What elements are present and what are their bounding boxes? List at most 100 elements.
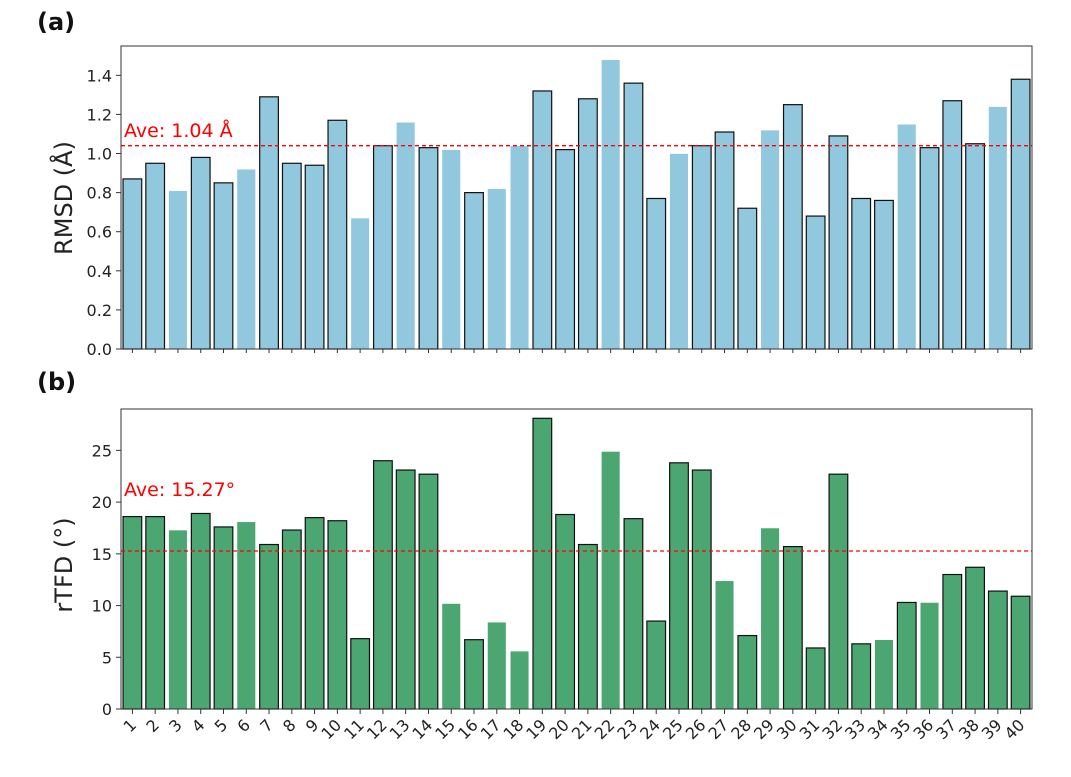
panel-a-plot-frame <box>120 45 1033 350</box>
y-tick-label: 25 <box>92 441 112 460</box>
y-tick-label: 0.2 <box>87 301 112 320</box>
bar-3 <box>168 190 188 350</box>
y-tick-label: 5 <box>102 648 112 667</box>
bar-19 <box>532 417 553 710</box>
bar-4 <box>190 512 211 710</box>
y-tick-label: 15 <box>92 545 112 564</box>
bar-30 <box>782 104 803 350</box>
bar-6 <box>236 168 256 350</box>
panel-a-average-label: Ave: 1.04 Å <box>124 119 233 142</box>
panel-b-label: (b) <box>37 368 76 396</box>
bar-22 <box>601 451 621 710</box>
bar-18 <box>509 145 530 350</box>
bar-24 <box>646 197 667 350</box>
bar-39 <box>988 106 1008 350</box>
bar-33 <box>851 197 872 350</box>
bar-12 <box>372 460 393 710</box>
panel-b-x-ticks: 1 2 3 4 5 6 7 8 91011121314151617181920212223242… <box>120 709 1029 743</box>
y-tick-label: 20 <box>92 493 112 512</box>
bar-14 <box>418 147 439 350</box>
bar-36 <box>919 602 940 710</box>
panel-b-bars <box>122 417 1031 710</box>
panel-b-y-ticks: 0 5 10 15 20 25 <box>92 441 121 719</box>
bar-34 <box>874 639 894 710</box>
bar-39 <box>987 590 1008 710</box>
panel-a-y-axis-title: RMSD (Å) <box>49 141 78 255</box>
panel-a-label: (a) <box>37 8 75 36</box>
bar-7 <box>259 543 279 710</box>
bar-24 <box>646 620 667 710</box>
bar-29 <box>760 129 780 350</box>
y-tick-label: 1.2 <box>87 105 112 124</box>
bar-1 <box>122 178 143 350</box>
x-tick-label: 5 <box>211 715 232 736</box>
bar-6 <box>236 521 256 710</box>
bar-22 <box>601 59 621 350</box>
bar-37 <box>942 573 963 710</box>
bar-33 <box>851 643 872 710</box>
bar-11 <box>350 638 371 710</box>
panel-a-bars <box>122 59 1031 353</box>
bar-26 <box>691 145 712 350</box>
bar-38 <box>965 143 986 350</box>
bar-28 <box>737 207 758 350</box>
bar-34 <box>874 199 894 350</box>
x-tick-label: 4 <box>188 715 209 736</box>
bar-19 <box>532 90 553 350</box>
bar-2 <box>145 162 166 350</box>
bar-20 <box>555 513 576 710</box>
y-tick-label: 0.6 <box>87 223 112 242</box>
bar-8 <box>281 162 302 350</box>
y-tick-label: 10 <box>92 597 112 616</box>
bar-11 <box>350 217 370 350</box>
x-tick-label: 40 <box>1001 715 1029 743</box>
x-tick-label: 1 <box>120 715 141 736</box>
bar-40 <box>1010 595 1031 710</box>
x-tick-label: 3 <box>165 715 186 736</box>
bar-1 <box>122 515 143 710</box>
bar-15 <box>441 149 461 350</box>
panel-a-y-ticks: 0.0 0.2 0.4 0.6 0.8 1.0 1.2 1.4 <box>87 66 121 359</box>
bar-30 <box>782 545 803 710</box>
bar-21 <box>577 98 598 350</box>
bar-32 <box>828 473 849 710</box>
bar-38 <box>965 566 986 710</box>
y-tick-label: 0.0 <box>87 340 112 359</box>
bar-29 <box>760 527 780 710</box>
bar-9 <box>304 164 325 350</box>
bar-35 <box>897 123 917 350</box>
bar-3 <box>168 529 188 710</box>
bar-8 <box>281 529 302 710</box>
bar-4 <box>190 156 211 350</box>
y-tick-label: 0.8 <box>87 184 112 203</box>
bar-27 <box>714 131 735 350</box>
bar-26 <box>691 469 712 710</box>
bar-13 <box>395 469 416 710</box>
x-tick-label: 6 <box>233 715 254 736</box>
bar-17 <box>487 621 507 710</box>
bar-28 <box>737 634 758 710</box>
bar-16 <box>464 192 484 350</box>
bar-27 <box>714 580 735 710</box>
bar-10 <box>327 520 348 710</box>
bar-7 <box>259 96 279 350</box>
y-tick-label: 0.4 <box>87 262 112 281</box>
panel-a: (a) RMSD (Å) 0.0 0.2 0.4 0.6 0.8 1.0 1.2 1.4 Av… <box>37 8 1033 359</box>
bar-2 <box>145 515 166 710</box>
bar-23 <box>623 518 644 710</box>
x-tick-label: 7 <box>256 715 277 736</box>
bar-15 <box>441 603 461 710</box>
bar-31 <box>805 215 826 350</box>
bar-5 <box>213 182 234 350</box>
bar-17 <box>487 188 507 350</box>
y-tick-label: 1.0 <box>87 145 112 164</box>
bar-23 <box>623 82 644 350</box>
bar-5 <box>213 526 234 710</box>
bar-25 <box>669 462 689 710</box>
bar-12 <box>372 145 393 350</box>
bar-20 <box>555 149 576 350</box>
bar-9 <box>304 517 325 710</box>
bar-16 <box>464 639 484 710</box>
x-tick-label: 8 <box>279 715 300 736</box>
